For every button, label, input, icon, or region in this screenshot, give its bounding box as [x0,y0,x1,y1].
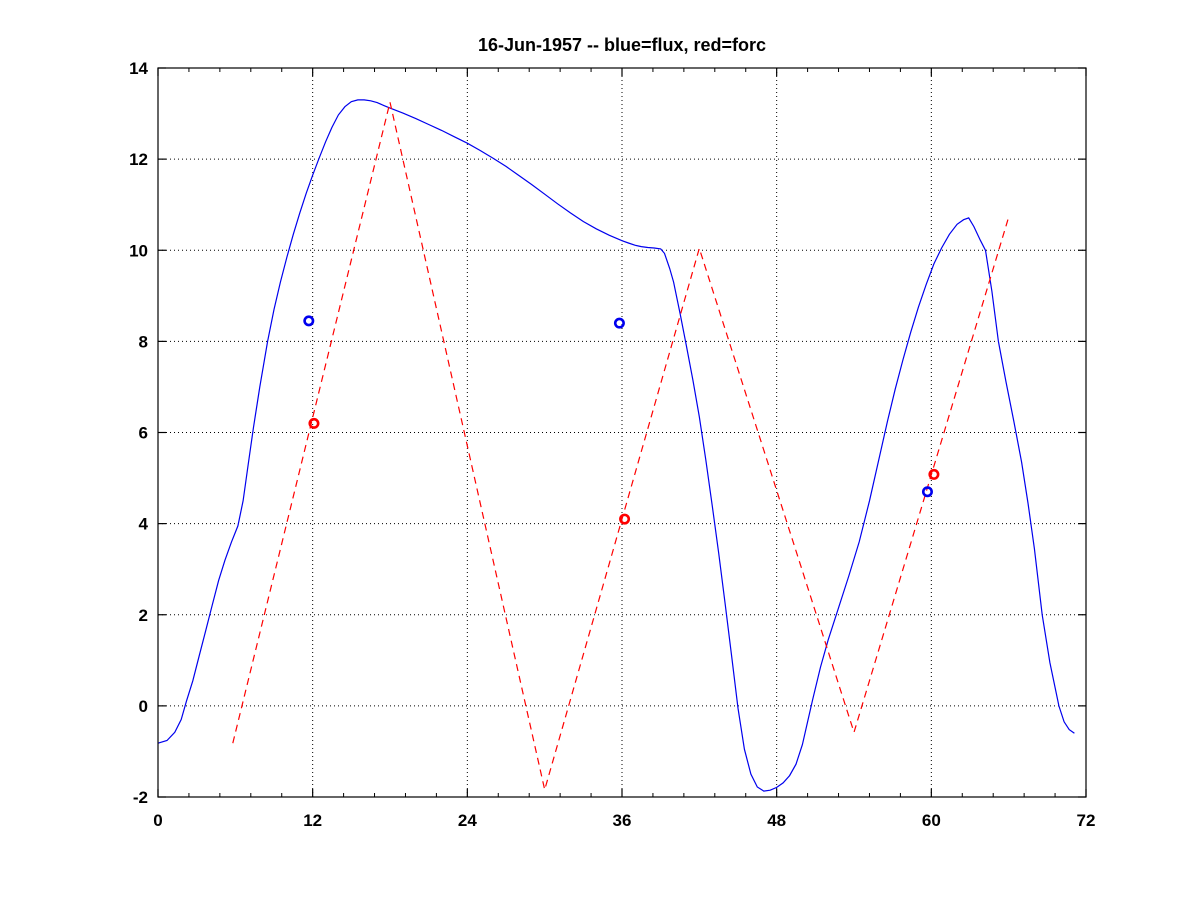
grid-layer [158,68,1086,797]
series-layer [157,99,1075,792]
y-tick-label: 12 [129,150,148,169]
x-tick-label: 12 [303,811,322,830]
y-tick-label: 8 [139,332,148,351]
forc-marker [619,513,631,525]
y-tick-label: 2 [139,606,148,625]
chart-title: 16-Jun-1957 -- blue=flux, red=forc [478,35,766,55]
x-tick-label: 24 [458,811,477,830]
y-tick-label: 10 [129,241,148,260]
y-tick-label: 14 [129,59,148,78]
y-tick-label: 0 [139,697,148,716]
x-tick-label: 36 [613,811,632,830]
y-tick-label: 6 [139,424,148,443]
x-tick-label: 72 [1077,811,1096,830]
flux-marker [613,317,625,329]
forc-marker [928,468,940,480]
x-tick-label: 48 [767,811,786,830]
axes-layer [157,67,1087,798]
y-tick-label: 4 [139,515,149,534]
x-tick-label: 0 [153,811,162,830]
forc-line [232,102,1010,790]
x-tick-label: 60 [922,811,941,830]
y-tick-label: -2 [133,788,148,807]
forc-marker [308,417,320,429]
flux-marker [303,315,315,327]
flux-line [157,99,1075,792]
flux-marker [921,486,933,498]
